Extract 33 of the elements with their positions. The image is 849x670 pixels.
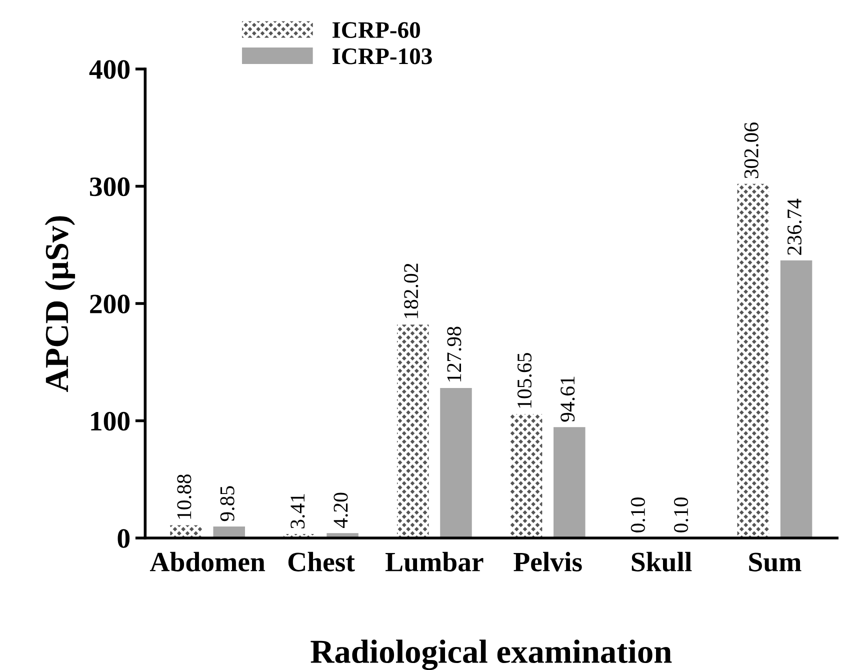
data-label: 9.85 xyxy=(220,486,234,522)
data-label: 236.74 xyxy=(787,198,802,255)
x-axis-title: Radiological examination xyxy=(310,640,672,670)
bar xyxy=(780,260,812,538)
bar xyxy=(737,184,770,538)
x-tick-label: Sum xyxy=(749,552,802,572)
y-tick-label: 0 xyxy=(118,529,130,548)
x-tick-label: Chest xyxy=(288,552,355,572)
data-label: 10.88 xyxy=(177,474,192,519)
legend-label: ICRP-103 xyxy=(332,48,432,64)
data-label: 302.06 xyxy=(744,122,758,178)
data-label: 127.98 xyxy=(447,326,462,382)
data-label: 0.10 xyxy=(674,498,688,532)
data-label: 105.65 xyxy=(517,352,532,408)
y-tick-label: 200 xyxy=(90,294,130,314)
data-label: 0.10 xyxy=(630,498,646,532)
x-tick-label: Lumbar xyxy=(386,552,484,572)
legend-label: ICRP-60 xyxy=(332,22,420,38)
x-tick-label: Abdomen xyxy=(150,552,266,572)
x-tick-label: Pelvis xyxy=(514,552,582,572)
data-label: 4.20 xyxy=(334,492,348,528)
data-label: 182.02 xyxy=(404,264,418,318)
y-tick-label: 300 xyxy=(90,177,130,196)
bar xyxy=(510,414,542,538)
bar xyxy=(554,427,586,538)
x-tick-label: Skull xyxy=(632,552,692,572)
bar xyxy=(397,324,429,538)
y-tick-label: 400 xyxy=(89,60,130,79)
data-label: 3.41 xyxy=(290,494,305,528)
y-tick-label: 100 xyxy=(91,412,130,431)
y-axis-title: APCD (µSv) xyxy=(44,216,76,392)
data-label: 94.61 xyxy=(560,376,575,422)
bar xyxy=(440,388,472,538)
